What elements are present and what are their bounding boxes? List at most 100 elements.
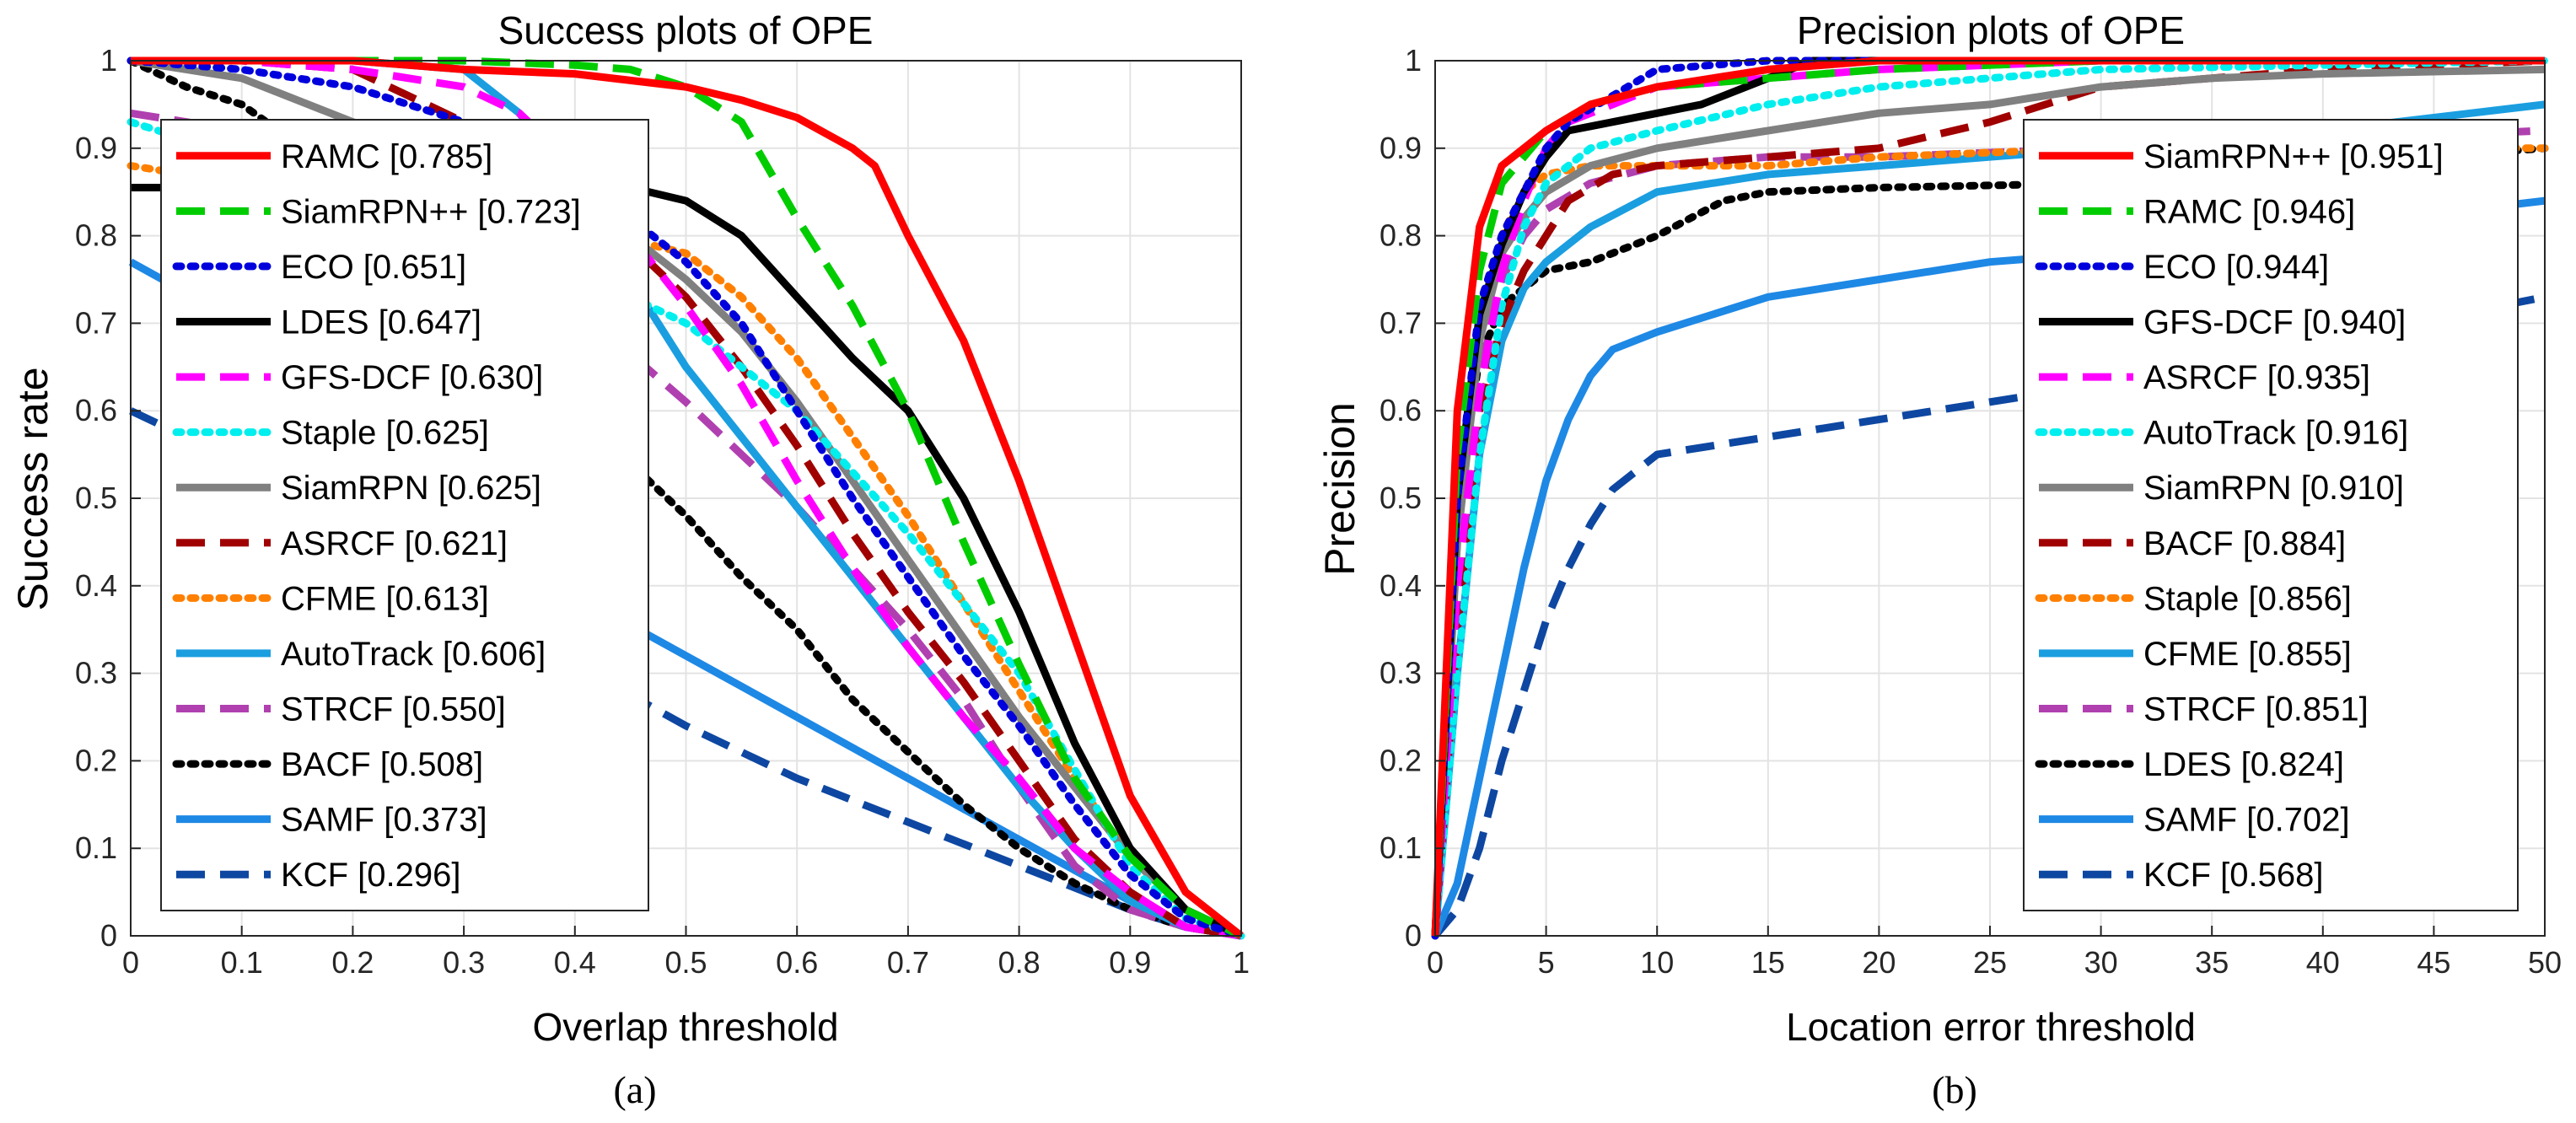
success-plot-xtick-label: 1 [1233,945,1250,980]
precision-plot-legend-label: SAMF [0.702] [2143,802,2350,839]
success-plot-ytick-label: 0.3 [75,656,117,690]
success-plot-xtick-label: 0.3 [443,945,485,980]
success-plot-series-line [131,56,1244,939]
precision-plot-ylabel: Precision [1316,402,1363,576]
precision-plot-legend-label: STRCF [0.851] [2143,691,2369,728]
precision-plot-series-line [1431,65,2546,937]
success-plot-series-line [131,56,1243,940]
success-plot-series-line [130,109,1242,940]
success-plot-ytick-label: 0.1 [75,830,117,865]
success-plot-xtick-label: 0.5 [664,945,707,980]
precision-plot-xtick-label: 45 [2417,945,2450,980]
success-plot-legend-label: Staple [0.625] [281,415,489,452]
success-plot-series-line [126,56,1245,940]
success-plot-legend-label: ASRCF [0.621] [281,525,508,562]
precision-plot-legend-label: AutoTrack [0.916] [2143,415,2408,452]
success-plot-title: Success plots of OPE [498,8,874,52]
success-plot-series-line [131,56,1242,940]
precision-plot-series-line [1431,126,2546,937]
success-plot-legend: RAMC [0.785] SiamRPN++ [0.723] ECO [0.651]… [160,119,649,911]
precision-plot-legend: SiamRPN++ [0.951] RAMC [0.946] ECO [0.944]… [2023,119,2519,911]
success-plot-legend-label: STRCF [0.550] [281,691,506,728]
success-plot-xtick-label: 0.1 [221,945,263,980]
success-plot-legend-label: CFME [0.613] [281,580,489,617]
precision-plot-ytick-label: 0.2 [1379,743,1422,777]
precision-plot-ticks: 0 5 10 15 20 25 30 35 40 45 50 0 0.1 0.2 0.3 0.4 0.5 0.6 0… [1379,43,2562,980]
precision-plot-legend-box [2023,119,2519,911]
success-plot-ytick-label: 0.8 [75,218,117,253]
precision-plot-ytick-label: 0.4 [1379,568,1422,603]
precision-plot-caption: (b) [1932,1068,1977,1111]
success-plot-legend-label: LDES [0.647] [281,304,481,341]
success-plot-legend-label: BACF [0.508] [281,746,483,783]
success-plot-legend-label: GFS-DCF [0.630] [281,359,543,396]
success-plot-legend-label: ECO [0.651] [281,249,466,286]
precision-plot-ytick-label: 0 [1405,918,1422,953]
success-plot-ylabel: Success rate [9,367,56,610]
precision-plot-legend-label: GFS-DCF [0.940] [2143,304,2406,341]
precision-plot-ytick-label: 0.8 [1379,218,1422,253]
precision-plot-series-line [1431,56,2549,940]
precision-plot-xtick-label: 40 [2306,945,2340,980]
success-plot-legend-label: SiamRPN++ [0.723] [281,193,581,230]
precision-plot-xtick-label: 50 [2528,945,2562,980]
precision-plot-xlabel: Location error threshold [1786,1005,2196,1049]
success-plot-caption: (a) [613,1068,656,1111]
success-plot-legend-label: AutoTrack [0.606] [281,636,546,673]
success-plot-ytick-label: 0.6 [75,393,117,427]
precision-plot-xtick-label: 20 [1862,945,1896,980]
precision-plot-legend-label: SiamRPN++ [0.951] [2143,138,2444,175]
precision-plot-ytick-label: 0.6 [1379,393,1422,427]
precision-plot-legend-label: ECO [0.944] [2143,249,2329,286]
precision-plot-ytick-label: 0.5 [1379,481,1422,515]
success-plot-xtick-label: 0 [122,945,139,980]
precision-plot-legend-label: ASRCF [0.935] [2143,359,2370,396]
precision-plot-legend-label: CFME [0.855] [2143,636,2352,673]
success-plot-ytick-label: 0 [100,918,117,953]
success-plot-ytick-label: 0.7 [75,305,117,340]
success-plot-xtick-label: 0.6 [776,945,818,980]
precision-plot-xtick-label: 30 [2084,945,2118,980]
success-plot-ytick-label: 0.2 [75,743,117,777]
precision-plot-xtick-label: 35 [2195,945,2229,980]
precision-plot-legend-label: LDES [0.824] [2143,746,2344,783]
precision-plot-ytick-label: 0.9 [1379,131,1422,165]
success-plot-legend-label: RAMC [0.785] [281,138,492,175]
success-plot-ytick-label: 0.9 [75,131,117,165]
precision-plot-ytick-label: 0.1 [1379,830,1422,865]
success-plot-ytick-label: 0.4 [75,568,117,603]
precision-plot-xtick-label: 5 [1538,945,1555,980]
precision-plot-legend-label: BACF [0.884] [2143,525,2346,562]
precision-plot: Precision plots of OPE Location error th… [1316,8,2562,1111]
success-plot: Success plots of OPE Overlap threshold S… [9,8,1250,1111]
precision-plot-series-line [1431,56,2546,937]
precision-plot-title: Precision plots of OPE [1797,8,2185,52]
success-plot-xtick-label: 0.4 [554,945,596,980]
precision-plot-xtick-label: 10 [1640,945,1674,980]
precision-plot-series-line [1432,293,2546,938]
success-plot-xtick-label: 0.9 [1109,945,1151,980]
success-plot-legend-box [160,119,649,911]
success-plot-series-line [126,118,1245,940]
precision-plot-ytick-label: 0.7 [1379,305,1422,340]
precision-plot-xtick-label: 0 [1427,945,1444,980]
success-plot-ytick-label: 1 [100,43,117,78]
success-plot-xtick-label: 0.7 [887,945,929,980]
success-plot-xlabel: Overlap threshold [532,1005,838,1049]
precision-plot-ytick-label: 0.3 [1379,656,1422,690]
success-plot-series-line [126,56,1245,940]
success-plot-xtick-label: 0.8 [998,945,1041,980]
success-plot-xtick-label: 0.2 [331,945,374,980]
precision-plot-legend-label: SiamRPN [0.910] [2143,470,2404,507]
success-plot-legend-label: SiamRPN [0.625] [281,470,541,507]
success-plot-ticks: 0 0.1 0.2 0.3 0.4 0.5 0.6 0.7 0.8 0.9 1 0 0.1 0.2 0.3 0… [75,43,1250,980]
precision-plot-xtick-label: 15 [1751,945,1785,980]
precision-plot-legend-label: RAMC [0.946] [2143,193,2355,230]
success-plot-ytick-label: 0.5 [75,481,117,515]
precision-plot-xtick-label: 25 [1973,945,2007,980]
precision-plot-legend-label: KCF [0.568] [2143,857,2323,894]
precision-plot-legend-label: Staple [0.856] [2143,580,2352,617]
success-plot-legend-label: KCF [0.296] [281,857,460,894]
success-plot-legend-label: SAMF [0.373] [281,802,487,839]
